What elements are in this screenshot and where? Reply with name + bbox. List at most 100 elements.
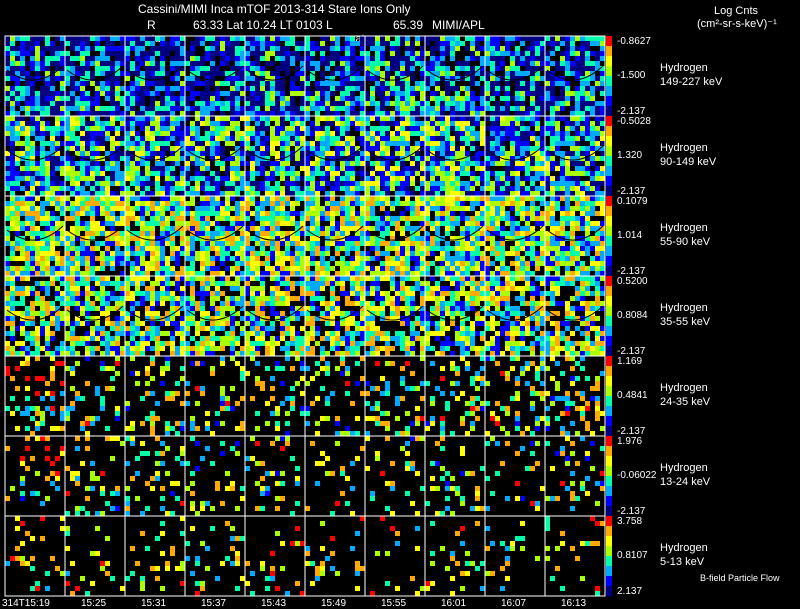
pixel — [45, 176, 50, 181]
pixel — [330, 91, 335, 96]
pixel — [140, 221, 145, 226]
pixel — [515, 186, 520, 191]
pixel — [265, 161, 270, 166]
colorbar-step — [606, 192, 612, 197]
pixel — [130, 111, 135, 116]
pixel — [585, 106, 590, 111]
pixel — [70, 181, 75, 186]
pixel — [265, 231, 270, 236]
pixel — [315, 151, 320, 156]
pixel — [65, 171, 70, 176]
pixel — [160, 86, 165, 91]
colorbar-step — [606, 76, 612, 80]
pixel — [85, 261, 90, 266]
pixel — [225, 171, 230, 176]
pixel — [390, 56, 395, 61]
pixel — [70, 136, 75, 141]
pixel — [520, 136, 525, 141]
pixel — [410, 46, 415, 51]
pixel — [560, 96, 565, 101]
pixel — [130, 126, 135, 131]
pixel — [180, 206, 185, 211]
pixel — [240, 236, 245, 241]
pixel — [280, 51, 285, 56]
pixel — [450, 101, 455, 106]
pixel — [185, 166, 190, 171]
pixel — [500, 36, 505, 41]
pixel — [240, 186, 245, 191]
pixel — [395, 151, 400, 156]
pixel — [20, 41, 25, 46]
pixel — [140, 41, 145, 46]
pixel — [525, 206, 530, 211]
pixel — [370, 76, 375, 81]
pixel — [465, 231, 470, 236]
pixel — [220, 136, 225, 141]
pixel — [235, 126, 240, 131]
pixel — [275, 81, 280, 86]
pixel — [330, 121, 335, 126]
pixel — [480, 186, 485, 191]
colorbar-step — [606, 102, 612, 107]
pixel — [340, 56, 345, 61]
pixel — [220, 106, 225, 111]
pixel — [265, 251, 270, 256]
pixel — [170, 116, 175, 121]
pixel — [310, 41, 315, 46]
pixel — [215, 186, 220, 191]
pixel — [50, 201, 55, 206]
pixel — [455, 101, 460, 106]
pixel — [480, 111, 485, 116]
pixel — [145, 41, 150, 46]
pixel — [255, 256, 260, 261]
pixel — [30, 226, 35, 231]
pixel — [450, 71, 455, 76]
pixel — [300, 191, 305, 196]
pixel — [30, 206, 35, 211]
pixel — [160, 131, 165, 136]
pixel — [335, 211, 340, 216]
pixel — [290, 171, 295, 176]
pixel — [90, 271, 95, 276]
image-cell — [304, 35, 366, 117]
pixel — [465, 66, 470, 71]
pixel — [125, 61, 130, 66]
pixel — [210, 201, 215, 206]
pixel — [375, 56, 380, 61]
pixel — [600, 126, 605, 131]
pixel — [180, 146, 185, 151]
pixel — [365, 191, 370, 196]
pixel — [280, 151, 285, 156]
pixel — [160, 161, 165, 166]
pixel — [160, 196, 165, 201]
pixel — [145, 246, 150, 251]
pixel — [105, 81, 110, 86]
pixel — [130, 106, 135, 111]
pixel — [215, 51, 220, 56]
pixel — [205, 86, 210, 91]
pixel — [45, 201, 50, 206]
pixel — [495, 201, 500, 206]
pixel — [340, 246, 345, 251]
pixel — [495, 191, 500, 196]
pixel — [520, 41, 525, 46]
pixel — [15, 121, 20, 126]
pixel — [175, 116, 180, 121]
pixel — [175, 231, 180, 236]
pixel — [395, 271, 400, 276]
pixel — [420, 136, 425, 141]
pixel — [95, 211, 100, 216]
pixel — [125, 121, 130, 126]
pixel — [550, 101, 555, 106]
pixel — [90, 176, 95, 181]
pixel — [260, 216, 265, 221]
pixel — [210, 131, 215, 136]
pixel — [580, 56, 585, 61]
colorbar-step — [606, 52, 612, 57]
pixel — [255, 236, 260, 241]
pixel — [445, 36, 450, 41]
pixel — [70, 261, 75, 266]
pixel — [260, 86, 265, 91]
pixel — [130, 206, 135, 211]
pixel — [470, 156, 475, 161]
